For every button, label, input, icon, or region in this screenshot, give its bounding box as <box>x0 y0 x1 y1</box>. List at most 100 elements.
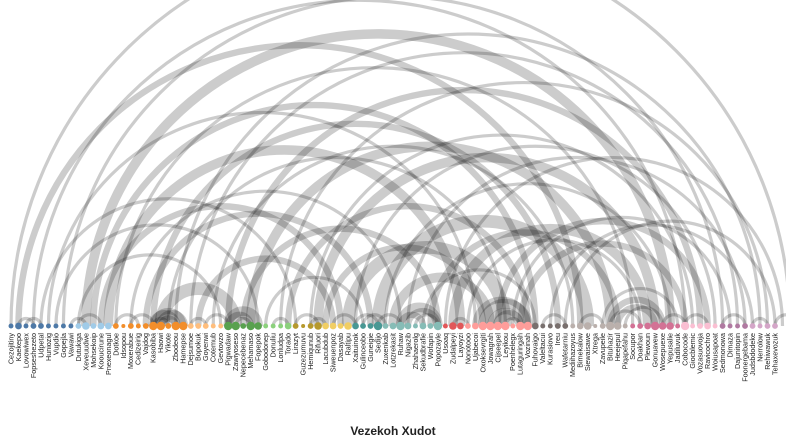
link-arc <box>166 155 507 327</box>
node-label: Nerrolow <box>755 332 764 362</box>
node-dot <box>105 322 112 330</box>
link-arc <box>720 313 747 327</box>
node-label: Leyikou <box>501 333 510 358</box>
node-label: Cobocode <box>681 333 690 366</box>
link-arc <box>322 244 487 327</box>
node-label: Vajdog <box>141 333 150 355</box>
node-label: Lotzrekasit <box>388 333 397 368</box>
node-dot <box>240 323 247 329</box>
link-arc <box>472 296 532 327</box>
node-dot <box>704 322 711 330</box>
link-arc <box>142 210 374 327</box>
node-label: Mohsekoip <box>89 333 98 368</box>
node-dot <box>764 323 771 329</box>
node-label: Bituhazir <box>606 332 615 361</box>
link-arc <box>264 275 365 327</box>
node-dot <box>373 321 383 331</box>
node-dot <box>433 321 443 331</box>
node-label: Mediihazoyus <box>568 333 577 377</box>
node-dot <box>419 322 427 330</box>
link-arc <box>548 223 755 327</box>
node-dot <box>742 323 748 329</box>
node-dot <box>301 324 306 328</box>
node-label: Kooucirune <box>96 333 105 369</box>
link-arc <box>284 202 532 327</box>
link-arc <box>421 268 537 327</box>
node-dot <box>562 323 569 329</box>
link-arc <box>601 286 680 327</box>
node-dot <box>360 323 366 329</box>
node-dot <box>382 323 389 329</box>
node-dot <box>404 322 412 330</box>
node-label: Guneigie <box>366 333 375 362</box>
node-dot <box>583 322 592 330</box>
node-dot <box>278 323 284 329</box>
node-label: Gonuavew <box>651 332 660 367</box>
node-label: Poenhelegx <box>508 333 517 371</box>
node-dot <box>292 323 299 329</box>
link-arc <box>578 313 605 327</box>
node-dot <box>554 323 561 329</box>
node-label: Sedijo <box>373 333 382 353</box>
node-dot <box>337 323 344 329</box>
node-dot <box>486 321 495 331</box>
node-dot <box>593 324 598 328</box>
node-label: Dejsumoe <box>186 333 195 365</box>
node-dot <box>284 322 292 330</box>
link-arc <box>9 0 786 327</box>
node-dot <box>156 321 166 331</box>
link-arc <box>331 313 358 327</box>
node-dot <box>540 323 546 329</box>
link-arc <box>81 29 675 327</box>
node-dot <box>630 323 636 329</box>
node-label: Valeltacui <box>538 333 547 364</box>
node-label: Zbodeou <box>171 333 180 361</box>
node-label: Dutukiga <box>74 333 83 361</box>
diagram-title: Vezekoh Xudot <box>350 424 436 438</box>
node-label: Woiusapoat <box>710 333 719 371</box>
node-label: Kasobiba <box>149 333 158 363</box>
node-dot <box>675 323 681 329</box>
node-dot <box>46 323 51 329</box>
node-dot <box>218 323 224 329</box>
node-label: Xeveuudwe <box>81 333 90 371</box>
node-label: Rehiwawuk <box>763 333 772 370</box>
node-dot <box>202 323 209 329</box>
node-dot <box>501 321 510 331</box>
link-arc <box>607 296 666 327</box>
link-arc <box>608 309 642 327</box>
node-label: Dajunitopin <box>733 333 742 369</box>
node-label: Hamepse <box>179 333 188 364</box>
link-arc <box>511 215 732 327</box>
link-arc <box>494 218 711 327</box>
node-dot <box>472 322 479 330</box>
node-label: Udpetal <box>36 333 45 358</box>
link-arc <box>313 152 660 327</box>
link-arc <box>404 307 442 327</box>
node-label: Kaekepo <box>14 333 23 361</box>
node-dot <box>179 321 188 331</box>
node-label: Lovowiwex <box>21 333 30 369</box>
node-dot <box>224 321 233 331</box>
link-arc <box>31 0 687 327</box>
node-label: Dimaza <box>725 333 734 357</box>
node-label: Lacubdub <box>321 333 330 365</box>
link-arc <box>103 145 466 327</box>
node-label: Heejepul <box>613 333 622 362</box>
node-dot <box>112 323 119 329</box>
link-arc <box>383 182 672 327</box>
node-dot <box>165 323 172 329</box>
node-label: Ujabecoi <box>471 333 480 361</box>
node-dot <box>727 323 733 329</box>
node-label: Ruhaw <box>396 332 405 355</box>
link-arc <box>245 141 616 327</box>
node-dot <box>523 321 533 331</box>
node-label: Gulinceobo <box>358 333 367 369</box>
node-dot <box>644 322 652 330</box>
node-label: Lonludpa <box>276 333 285 363</box>
node-label: Popozayle <box>433 333 442 367</box>
node-dot <box>757 323 763 329</box>
link-arc <box>90 102 539 327</box>
node-dot <box>270 323 276 329</box>
